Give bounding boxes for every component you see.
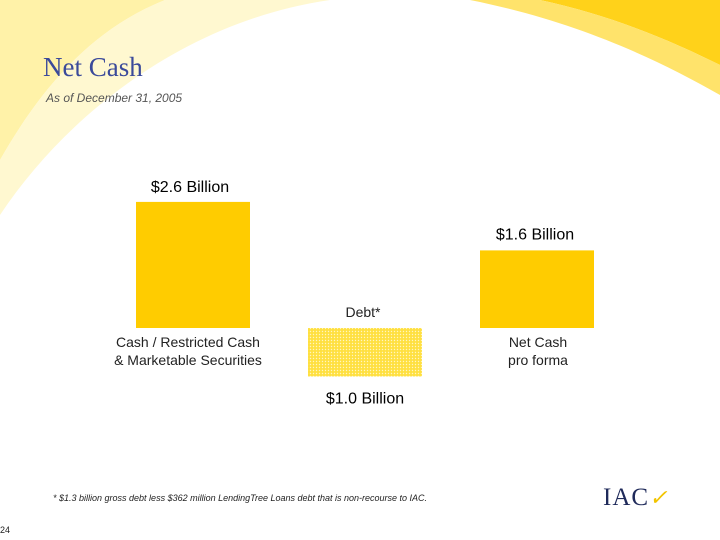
data-label-debt: $1.0 Billion (326, 391, 404, 408)
category-label-net-cash: Net Cash pro forma (508, 334, 568, 368)
category-label-debt: Debt* (345, 304, 381, 320)
iac-logo: IAC✓ (603, 484, 669, 512)
category-label-cash: Cash / Restricted Cash & Marketable Secur… (114, 334, 262, 368)
logo-text: IAC (603, 484, 650, 511)
data-label-net-cash: $1.6 Billion (496, 226, 574, 243)
footnote: * $1.3 billion gross debt less $362 mill… (53, 493, 428, 503)
page-number: 24 (0, 525, 11, 535)
page-title: Net Cash (43, 52, 143, 82)
bar-debt (308, 328, 422, 377)
bar-net-cash (480, 250, 594, 328)
bar-cash (136, 201, 250, 328)
page-subtitle: As of December 31, 2005 (46, 91, 183, 105)
data-label-cash: $2.6 Billion (151, 179, 229, 196)
logo-mark-icon: ✓ (649, 485, 669, 510)
